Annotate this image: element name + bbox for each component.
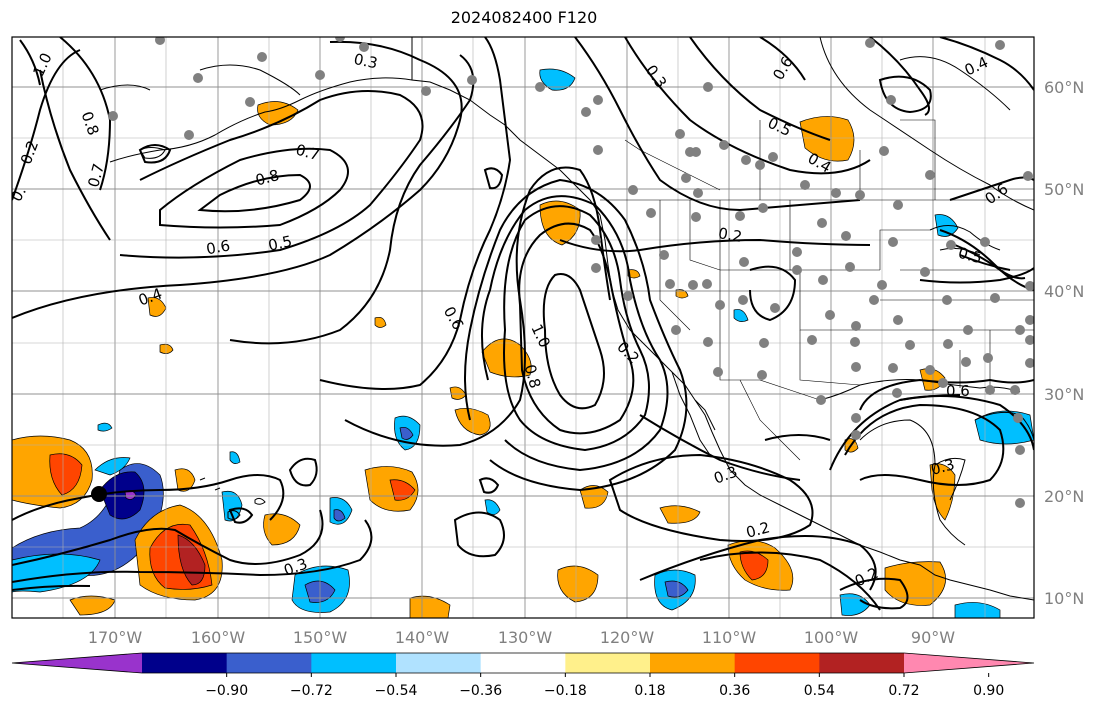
station-markers <box>108 37 1034 508</box>
contour-label: 0.7 <box>294 141 322 165</box>
colorbar-tick-label: 0.36 <box>719 683 750 699</box>
colorbar-extension-low <box>12 653 142 673</box>
map-frame <box>11 36 1035 619</box>
latitude-labels: 60°N 50°N 40°N 30°N 20°N 10°N <box>1044 78 1084 608</box>
colorbar-tick-label: −0.18 <box>544 683 587 699</box>
colorbar-tick-label: −0.36 <box>459 683 502 699</box>
lat-label: 60°N <box>1044 78 1084 97</box>
colorbar-band <box>819 653 905 673</box>
colorbar-tick-label: 0.90 <box>973 683 1004 699</box>
lon-label: 110°W <box>702 628 757 647</box>
colorbar-tick-label: −0.54 <box>375 683 418 699</box>
contour-label: 0.6 <box>205 236 232 258</box>
map-title: 2024082400 F120 <box>450 8 598 27</box>
lon-label: 90°W <box>911 628 955 647</box>
colorbar-tick-label: 0.18 <box>634 683 665 699</box>
contour-label: 0.5 <box>956 244 984 268</box>
colorbar-tick-label: −0.90 <box>205 683 248 699</box>
contour-label: 0.7 <box>84 162 108 190</box>
colorbar-band <box>734 653 820 673</box>
colorbar-extension-high <box>904 653 1034 673</box>
colorbar-tick-label: 0.72 <box>888 683 919 699</box>
colorbar-band <box>480 653 566 673</box>
contour-label: 0.2 <box>717 224 744 246</box>
colorbar-band <box>311 653 397 673</box>
lat-label: 10°N <box>1044 589 1084 608</box>
lon-label: 150°W <box>293 628 348 647</box>
highlight-point <box>91 486 107 502</box>
colorbar-outline <box>11 652 1035 674</box>
colorbar: −0.90 −0.72 −0.54 −0.36 −0.18 0.18 0.36 0.54 0.7… <box>11 652 1035 699</box>
contour-label: 0.3 <box>352 50 379 73</box>
contour-label: 0.5 <box>267 232 294 255</box>
lat-label: 50°N <box>1044 180 1084 199</box>
longitude-labels: 170°W 160°W 150°W 140°W 130°W 120°W 110°… <box>88 628 955 647</box>
lon-label: 160°W <box>191 628 246 647</box>
lat-label: 20°N <box>1044 487 1084 506</box>
contour-label: 0.2 <box>744 518 772 542</box>
contour-label: 0.6 <box>946 382 970 400</box>
colorbar-band <box>396 653 482 673</box>
contour-label: 0.8 <box>253 166 281 190</box>
lon-label: 140°W <box>395 628 450 647</box>
colorbar-band <box>226 653 312 673</box>
lon-label: 100°W <box>804 628 859 647</box>
lon-label: 170°W <box>88 628 143 647</box>
colorbar-tick-label: −0.72 <box>290 683 333 699</box>
contour-label: 0.8 <box>521 362 545 390</box>
contour-lines <box>12 37 1034 611</box>
lon-label: 130°W <box>498 628 553 647</box>
lon-label: 120°W <box>600 628 655 647</box>
colorbar-band <box>565 653 651 673</box>
lat-label: 40°N <box>1044 282 1084 301</box>
colorbar-band <box>142 653 228 673</box>
lat-label: 30°N <box>1044 385 1084 404</box>
contour-label: 0.3 <box>929 455 957 479</box>
colorbar-tick-label: 0.54 <box>804 683 835 699</box>
colorbar-band <box>650 653 736 673</box>
